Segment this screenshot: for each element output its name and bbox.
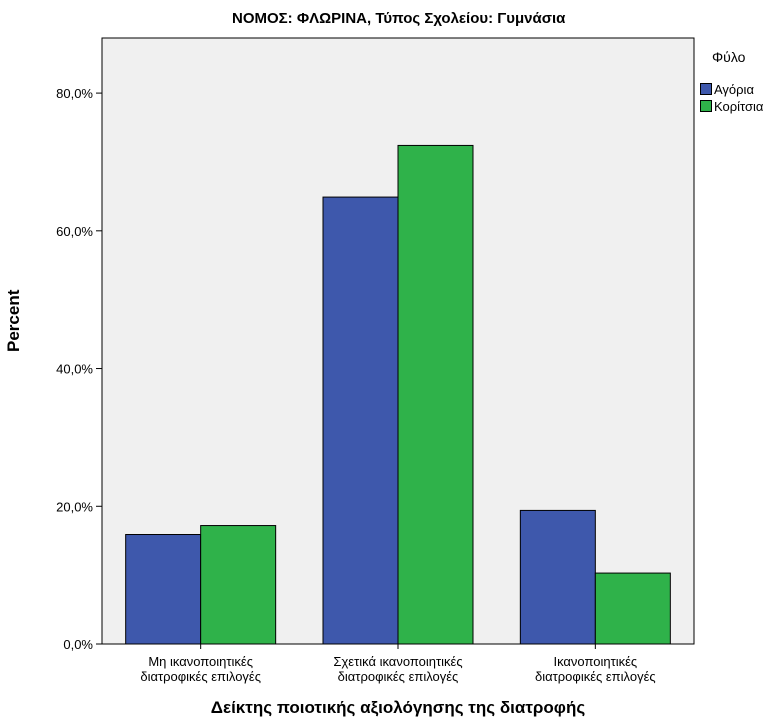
y-tick-label-4: 80,0%	[56, 86, 93, 101]
legend-swatch-girls	[700, 100, 712, 112]
legend-item-girls: Κορίτσια	[700, 99, 763, 114]
bar-boys-2	[519, 509, 596, 645]
y-tick-label-3: 60,0%	[56, 224, 93, 239]
y-tick-label-2: 40,0%	[56, 362, 93, 377]
bar-girls-2	[594, 572, 671, 645]
bar-boys-1	[322, 196, 399, 645]
bar-girls-0	[200, 525, 277, 645]
legend-swatch-boys	[700, 83, 712, 95]
legend-label-boys: Αγόρια	[714, 82, 754, 97]
chart-title: ΝΟΜΟΣ: ΦΛΩΡΙΝΑ, Τύπος Σχολείου: Γυμνάσια	[232, 10, 566, 27]
y-tick-label-0: 0,0%	[63, 637, 93, 652]
legend-label-girls: Κορίτσια	[714, 99, 764, 114]
legend-item-boys: Αγόρια	[700, 82, 754, 97]
x-tick-label-1: Σχετικά ικανοποιητικές διατροφικές επιλογ…	[333, 654, 462, 684]
plot-frame	[101, 37, 695, 645]
bar-girls-1	[397, 144, 474, 645]
x-tick-label-0: Μη ικανοποιητικές διατροφικές επιλογές	[140, 654, 261, 684]
bar-boys-0	[125, 534, 202, 645]
y-tick-label-1: 20,0%	[56, 499, 93, 514]
x-tick-label-2: Ικανοποιητικές διατροφικές επιλογές	[535, 654, 656, 684]
x-axis-label: Δείκτης ποιοτικής αξιολόγησης της διατρο…	[210, 698, 586, 717]
legend-title: Φύλο	[712, 49, 746, 65]
